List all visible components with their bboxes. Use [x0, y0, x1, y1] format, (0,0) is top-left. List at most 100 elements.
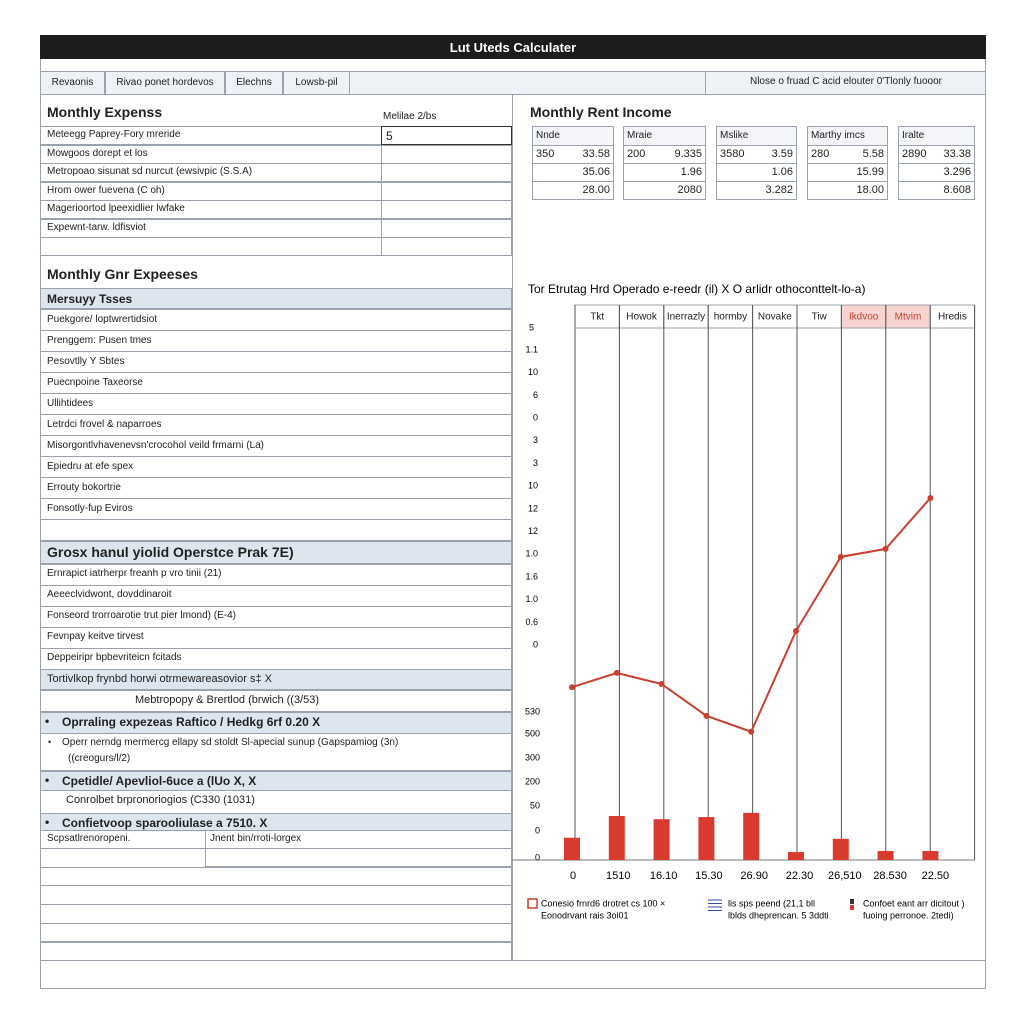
bar [698, 817, 715, 860]
title-bar: Lut Uteds Calculater [40, 35, 986, 59]
cell [40, 690, 512, 712]
row-label: Errouty bokortrie [47, 482, 121, 493]
bullet: • [45, 773, 50, 787]
cell [623, 181, 706, 200]
cell [40, 541, 512, 564]
cell-value: 35.06 [582, 166, 610, 178]
subtotal-row: Mebtropopy & Brertlod (brwich ((3/53) [135, 694, 320, 706]
ratio-title: Oprraling expezeas Raftico / Hedkg 6rf 0… [62, 715, 321, 729]
column-label: Howok [626, 312, 658, 323]
point [927, 495, 934, 502]
cell [40, 866, 512, 887]
point [703, 712, 710, 719]
legend-icon [850, 899, 854, 904]
column-label: Inerrazly [667, 312, 705, 323]
bar [653, 819, 670, 860]
row-label: Pesovtlly Y Sbtes [47, 356, 125, 367]
cell [40, 288, 512, 309]
row-label: Mowgoos dorept et los [47, 147, 148, 159]
row-label: Puecnpoine Taxeorse [47, 377, 143, 388]
cell-value: 5.58 [862, 148, 884, 160]
y-label: 3 [533, 435, 538, 445]
tab[interactable]: Elechns [225, 71, 283, 95]
bar [608, 816, 625, 860]
y-label: 200 [525, 776, 540, 786]
cell [381, 218, 512, 238]
row-label: Aeeeclvidwont, dovddinaroit [47, 589, 172, 600]
row-label: Magerioortod lpeexidlier lwfake [47, 203, 185, 214]
section-heading: Monthly Gnr Expeeses [47, 266, 198, 282]
y-label: 0 [533, 639, 538, 649]
legend-text: lblds dheprencan. 5 3ddti [728, 910, 829, 920]
section-heading: Monthly Rent Income [530, 104, 672, 120]
cell-value: 2080 [677, 184, 702, 196]
row-label: Meteegg Paprey-Fory mreride [47, 129, 181, 140]
table-header: Marthy imcs [811, 130, 865, 141]
cell [716, 181, 797, 200]
ratio-detail: Conrolbet brpronoriogios (C330 (1031) [66, 794, 255, 806]
y-label: 1.0 [525, 549, 538, 559]
row-label: Puekgore/ loptwrertidsiot [47, 314, 158, 325]
tab[interactable]: Rivao ponet hordevos [105, 71, 225, 95]
cell [381, 126, 512, 145]
point [837, 553, 844, 560]
cell [205, 848, 512, 867]
cell-value: 1.06 [771, 166, 793, 178]
column-label: Novake [758, 312, 792, 323]
summary-row: Tortivlkop frynbd horwi otrmewareasovior… [47, 673, 272, 685]
ratio-detail: Operr nerndg mermercg ellapy sd stoldt S… [62, 737, 399, 748]
bar [788, 852, 804, 860]
point [793, 628, 799, 635]
divider [512, 95, 513, 960]
line [571, 497, 932, 733]
legend-text: fuoing perronoe. 2tedi) [863, 910, 954, 920]
legend-icon [527, 898, 538, 909]
section-heading: Grosx hanul yiolid Operstce Prak 7E) [47, 544, 294, 560]
legend-text: Conesio frnrd6 drotret cs 100 × [541, 898, 665, 908]
y-label: 500 [525, 728, 540, 738]
cell [40, 519, 512, 541]
row-label: Prenggem: Pusen tmes [47, 335, 152, 346]
cell-value: 3.296 [943, 166, 971, 178]
column-label: hormby [714, 312, 747, 323]
x-label: 22.30 [786, 870, 814, 882]
cell-value: 2890 [902, 148, 927, 160]
section-heading: Monthly Expenss [47, 104, 163, 120]
cell [40, 237, 382, 256]
y-label: 0.6 [525, 617, 538, 627]
point [569, 684, 575, 691]
tab[interactable]: Lowsb-pil [283, 71, 350, 95]
input-label: Melilae 2/bs [383, 111, 437, 122]
cell [40, 393, 512, 415]
y-label: 10 [528, 367, 538, 377]
cell [898, 181, 975, 200]
table-header: Mersuyy Tsses [47, 292, 133, 306]
y-label: 0 [535, 825, 540, 835]
cell-value: 33.58 [582, 148, 610, 160]
y-label: 0 [533, 412, 538, 422]
ratio-title: Cpetidle/ Apevliol-6uce a (lUo X, X [62, 774, 257, 788]
bar [877, 850, 894, 860]
cell [381, 144, 512, 164]
row-label: Ullihtidees [47, 398, 94, 409]
app-title: Lut Uteds Calculater [449, 40, 577, 55]
row-label: Hrom ower fuevena (C oh) [47, 184, 165, 196]
y-label: 0 [535, 852, 540, 862]
chart-title: Tor Etrutag Hrd Operado e-reedr (il) X O… [528, 282, 865, 296]
bullet: • [48, 737, 52, 747]
cell-value: 28.00 [582, 184, 610, 196]
chart: Tor Etrutag Hrd Operado e-reedr (il) X O… [512, 282, 976, 920]
cell-value: 1.96 [680, 166, 702, 178]
x-label: 22.50 [922, 870, 950, 882]
cell [40, 941, 512, 962]
x-label: 16.10 [650, 870, 678, 882]
table-header: Mslike [720, 130, 749, 141]
tab[interactable]: Revaonis [40, 71, 105, 95]
tab-bar [40, 71, 986, 95]
row-label: Misorgontlvhavenevsn'crocohol veild frma… [47, 440, 265, 451]
cell [807, 181, 888, 200]
y-label: 10 [528, 481, 538, 491]
bullet: • [45, 714, 50, 728]
row-label: Fonseord trorroarotie trut pier lmond) (… [47, 610, 236, 621]
column-label: Ikdvoo [849, 312, 879, 323]
